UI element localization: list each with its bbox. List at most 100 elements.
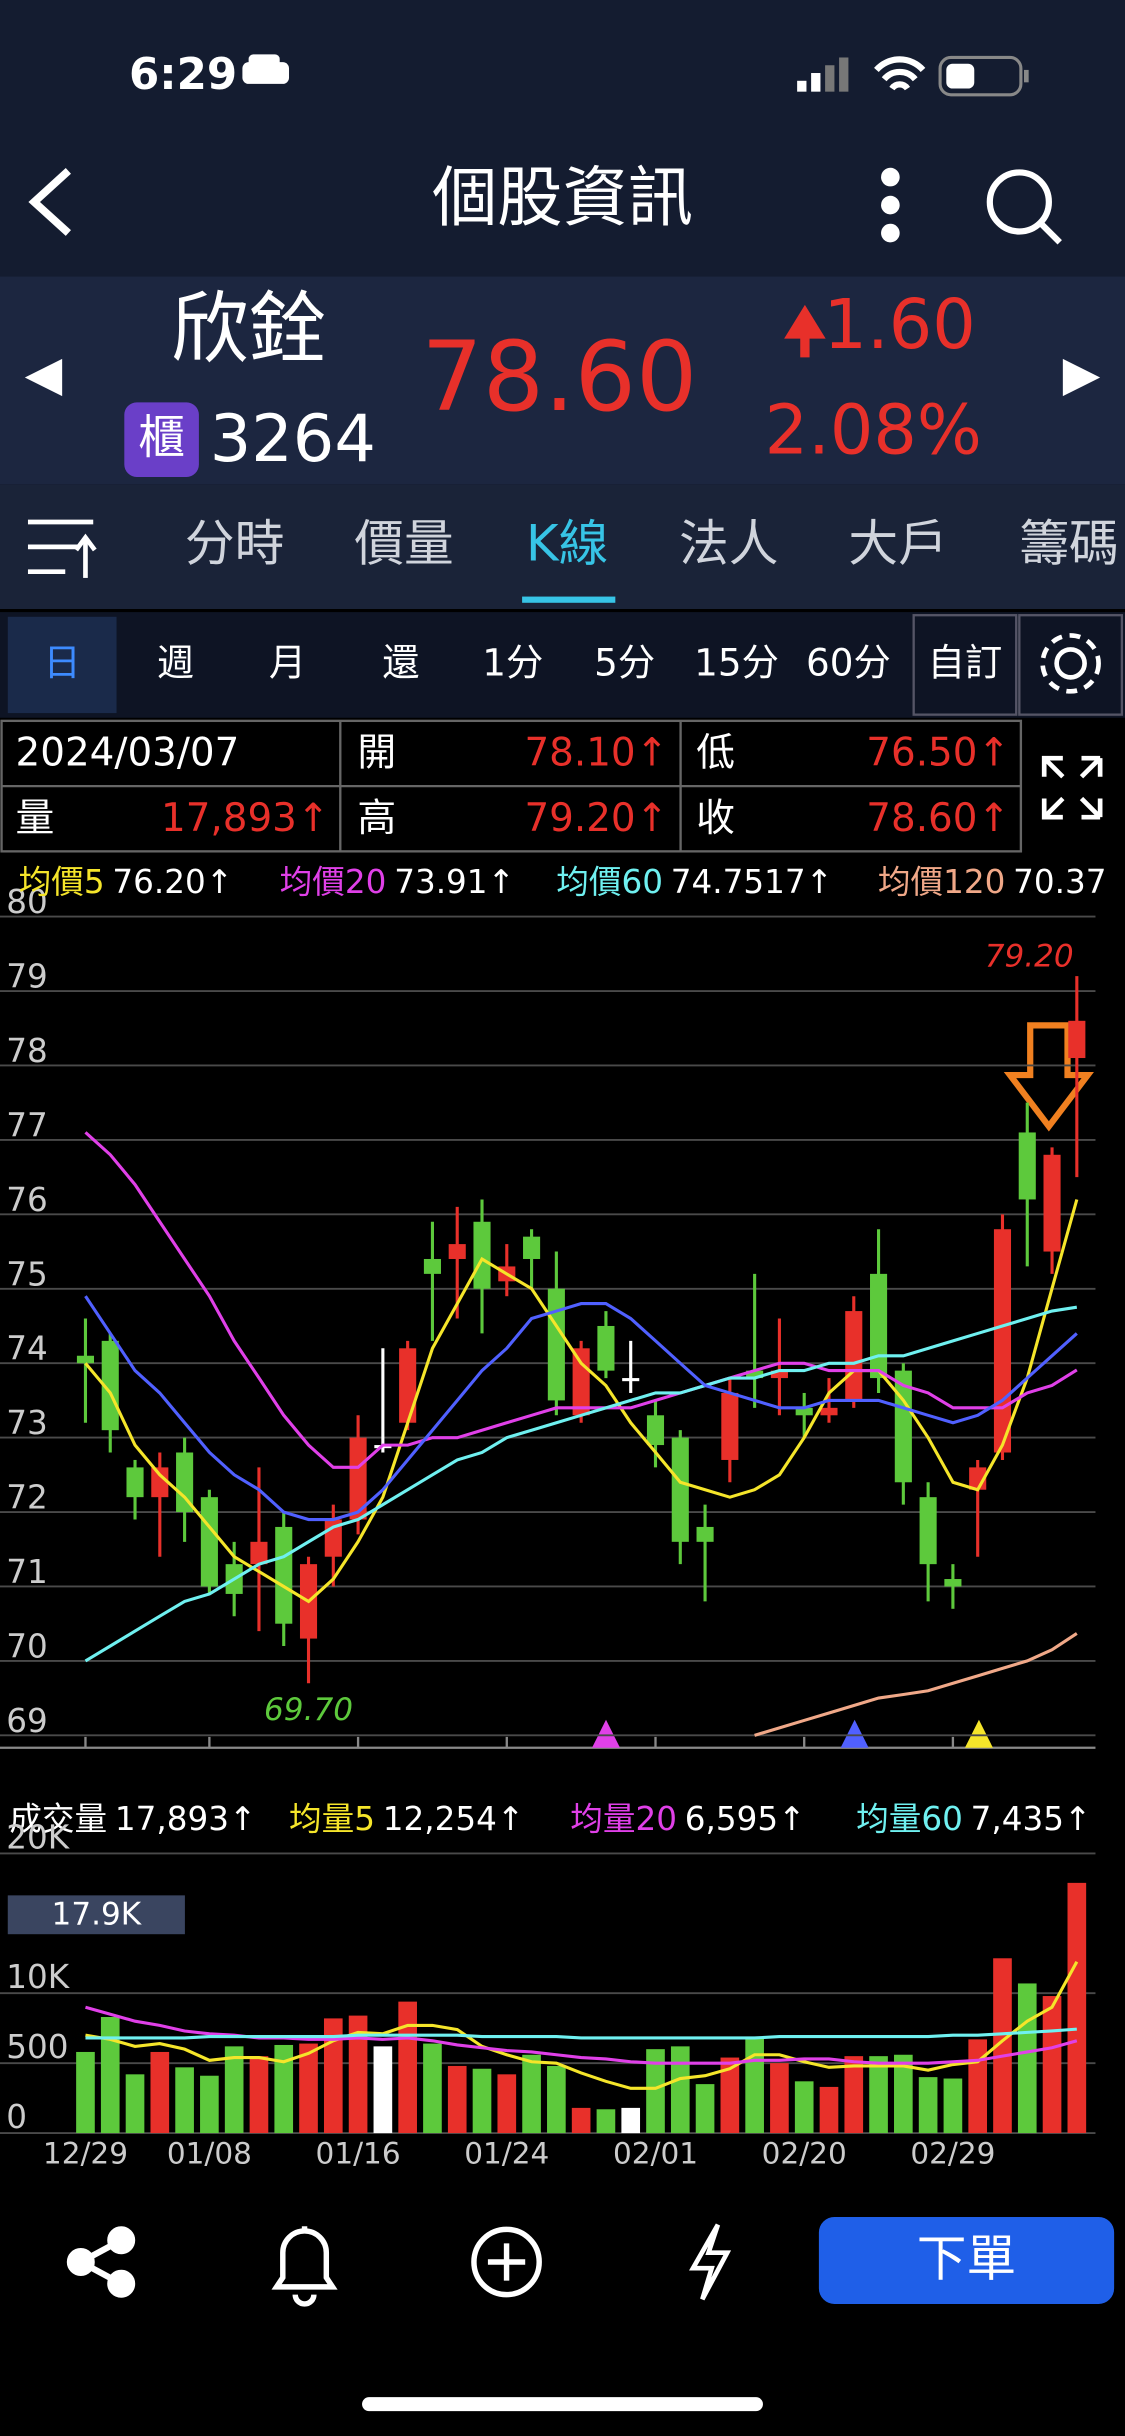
volume-bar	[249, 2056, 269, 2134]
volume-bar	[447, 2065, 467, 2134]
volume-bar	[1067, 1882, 1087, 2134]
tab[interactable]: 大戶	[848, 514, 947, 572]
legend-name: 成交量	[9, 1800, 107, 1838]
volume-bar	[373, 2046, 393, 2134]
y-tick-label: 75	[6, 1255, 48, 1293]
volume-bar	[844, 2056, 864, 2134]
order-button-label[interactable]: 下單	[917, 2230, 1016, 2288]
volume-bar	[770, 2063, 789, 2134]
quote-value: 17,893↑	[161, 796, 329, 841]
tab[interactable]: 籌碼	[1019, 514, 1118, 572]
period-tab[interactable]: 60分	[806, 640, 891, 684]
candle-body	[126, 1467, 144, 1498]
volume-bar	[720, 2057, 740, 2134]
y-tick-label: 79	[6, 958, 48, 996]
legend-value: 73.91↑	[394, 863, 515, 901]
candle-body	[448, 1244, 466, 1259]
period-tab[interactable]: 15分	[694, 640, 779, 684]
period-bg	[0, 612, 1125, 718]
volume-bar	[224, 2046, 244, 2134]
share-button[interactable]	[66, 2226, 136, 2298]
stock-code: 3264	[210, 401, 376, 477]
y-tick-label: 72	[6, 1479, 48, 1517]
tab[interactable]: 分時	[185, 514, 284, 572]
add-button[interactable]	[471, 2226, 542, 2298]
back-button[interactable]	[28, 168, 71, 236]
last-volume-box	[7, 1895, 185, 1935]
candle-body	[349, 1437, 367, 1520]
candle-body	[597, 1325, 615, 1371]
volume-bar	[621, 2107, 641, 2134]
cross-marker	[964, 1719, 993, 1748]
volume-bar	[522, 2054, 541, 2134]
expand-button[interactable]	[1041, 755, 1103, 820]
period-tab[interactable]: 日	[44, 640, 81, 684]
volume-bar	[274, 2044, 294, 2134]
y-tick-label: 0	[6, 2098, 27, 2136]
candle-body	[894, 1370, 912, 1483]
period-tab[interactable]: 週	[157, 640, 194, 684]
volume-bar	[993, 1958, 1012, 2134]
volume-bar	[794, 2081, 814, 2134]
tab[interactable]: 法人	[679, 514, 778, 572]
legend-name: 均價20	[280, 863, 387, 901]
legend-name: 均量60	[856, 1800, 963, 1838]
legend-name: 均價120	[878, 863, 1005, 901]
candle-body	[795, 1407, 813, 1416]
tab[interactable]: K線	[526, 514, 608, 572]
volume-bar	[150, 2051, 170, 2134]
battery-icon	[938, 55, 1029, 97]
market-badge	[124, 402, 199, 477]
candle-body	[944, 1579, 962, 1587]
candle-body	[671, 1437, 689, 1542]
quote-date: 2024/03/07	[16, 731, 240, 776]
stock-price: 78.60	[421, 321, 697, 433]
candle-body	[1068, 1020, 1086, 1059]
legend-value: 6,595↑	[685, 1800, 806, 1838]
ma-line	[84, 1295, 1078, 1522]
legend-name: 均價60	[556, 863, 663, 901]
flash-button[interactable]	[689, 2223, 732, 2301]
volume-bar	[1017, 1983, 1037, 2134]
candle-body	[423, 1258, 441, 1274]
candle-body	[76, 1355, 95, 1364]
legend-value: 12,254↑	[383, 1800, 524, 1838]
volume-bar	[670, 2046, 690, 2134]
volume-bar	[547, 2065, 566, 2134]
search-button[interactable]	[986, 169, 1062, 245]
settings-button[interactable]	[1040, 633, 1101, 694]
volume-bar	[695, 2084, 715, 2134]
legend-value: 74.7517↑	[671, 863, 833, 901]
period-tab[interactable]: 自訂	[928, 640, 1003, 684]
y-tick-label: 20K	[6, 1818, 71, 1856]
volume-bar	[819, 2086, 839, 2134]
market-label: 櫃	[138, 411, 185, 465]
prev-stock[interactable]	[24, 358, 63, 397]
period-tab[interactable]: 1分	[482, 640, 543, 684]
tab[interactable]: 價量	[354, 514, 453, 572]
order-button[interactable]	[818, 2216, 1115, 2304]
period-tab[interactable]: 月	[269, 640, 306, 684]
legend-name: 均量20	[570, 1800, 677, 1838]
quote-value: 78.60↑	[866, 796, 1010, 841]
x-tick-label: 12/29	[43, 2136, 128, 2170]
period-tab[interactable]: 還	[382, 640, 419, 684]
candle-body	[523, 1236, 541, 1259]
quote-label: 高	[357, 796, 396, 841]
volume-bar	[497, 2074, 517, 2134]
wifi-icon	[874, 56, 926, 91]
period-selected-bg	[7, 616, 117, 714]
more-button[interactable]	[881, 167, 900, 243]
alert-button[interactable]	[271, 2226, 338, 2307]
x-tick-label: 02/29	[910, 2136, 995, 2170]
volume-bar	[968, 2039, 988, 2134]
tabs-bg	[0, 484, 1125, 609]
period-tab[interactable]: 5分	[594, 640, 655, 684]
candle-body	[721, 1392, 739, 1460]
quote-label: 收	[696, 796, 735, 841]
ma-line	[85, 2027, 1077, 2040]
next-stock[interactable]	[1062, 358, 1101, 397]
menu-icon[interactable]	[27, 519, 97, 578]
volume-bar	[869, 2056, 888, 2134]
